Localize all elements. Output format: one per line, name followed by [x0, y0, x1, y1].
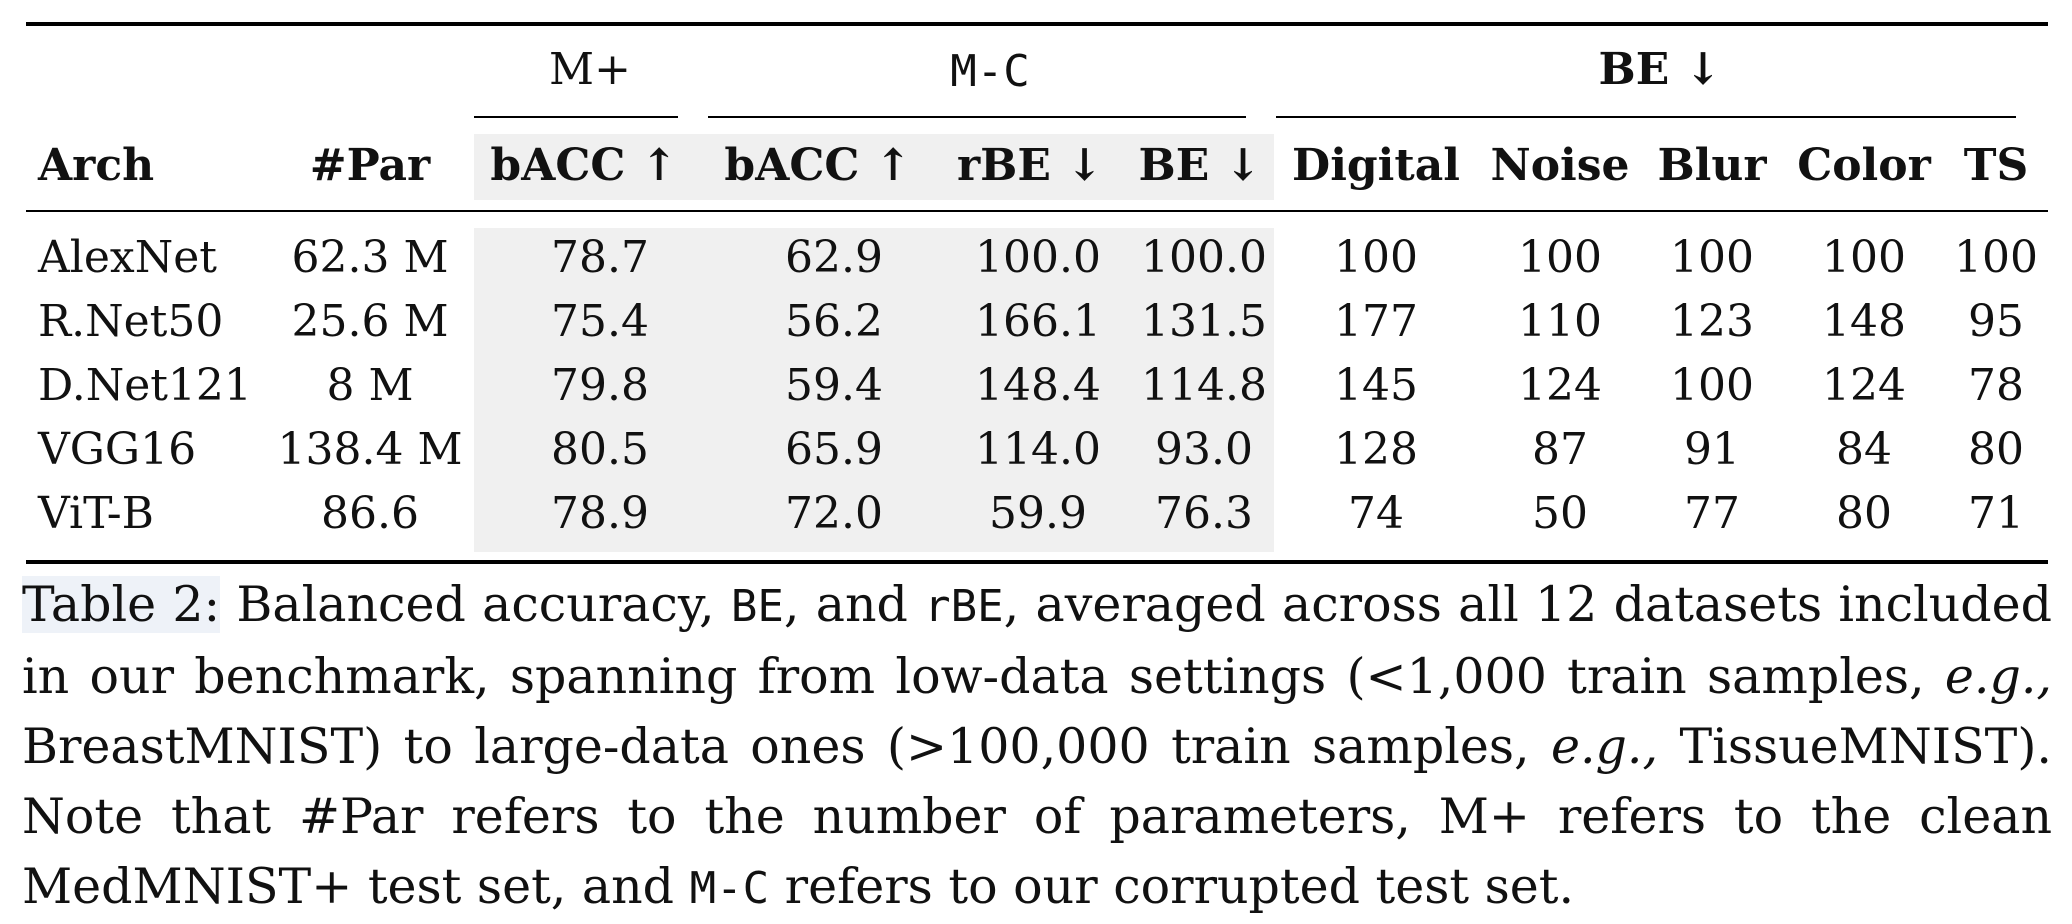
shaded-body-band [474, 228, 1274, 552]
col-header-blur: Blur [1657, 140, 1767, 191]
group-header-be: BE ↓ [1598, 44, 1722, 95]
cell-mplus-bacc: 80.5 [551, 424, 649, 475]
cell-par: 138.4 M [277, 424, 463, 475]
cell-blur: 123 [1670, 296, 1754, 347]
cell-ts: 80 [1968, 424, 2024, 475]
cell-ts: 71 [1968, 488, 2024, 539]
cell-blur: 91 [1684, 424, 1740, 475]
col-header-ts: TS [1963, 140, 2029, 191]
cell-noise: 87 [1532, 424, 1588, 475]
col-header-mplus-bacc: bACC ↑ [490, 140, 678, 191]
cell-rbe: 100.0 [975, 232, 1101, 283]
col-header-color: Color [1797, 140, 1931, 191]
caption-text: BreastMNIST) to large-data ones (>100,00… [22, 718, 1551, 775]
cell-arch: R.Net50 [38, 296, 224, 347]
cell-color: 100 [1822, 232, 1906, 283]
cell-mplus-bacc: 75.4 [551, 296, 649, 347]
caption-text: , averaged across all 12 datasets includ… [22, 576, 2053, 705]
cell-noise: 124 [1518, 360, 1602, 411]
cell-color: 84 [1836, 424, 1892, 475]
cell-ts: 78 [1968, 360, 2024, 411]
cell-arch: AlexNet [38, 232, 217, 283]
caption-text: , and [783, 576, 925, 633]
cell-par: 62.3 M [291, 232, 449, 283]
cell-be: 114.8 [1141, 360, 1267, 411]
cell-color: 80 [1836, 488, 1892, 539]
cell-mc-bacc: 56.2 [785, 296, 883, 347]
bottom-rule [26, 560, 2048, 564]
cell-ts: 100 [1954, 232, 2038, 283]
cell-mc-bacc: 59.4 [785, 360, 883, 411]
col-header-be: BE ↓ [1138, 140, 1262, 191]
cell-arch: D.Net121 [38, 360, 252, 411]
cell-par: 25.6 M [291, 296, 449, 347]
cell-arch: ViT-B [38, 488, 154, 539]
cell-mc-bacc: 62.9 [785, 232, 883, 283]
col-header-mc-bacc: bACC ↑ [724, 140, 912, 191]
cell-mplus-bacc: 78.9 [551, 488, 649, 539]
cell-rbe: 166.1 [975, 296, 1101, 347]
cell-be: 100.0 [1141, 232, 1267, 283]
cmidrule-mc [708, 116, 1246, 118]
cell-noise: 110 [1518, 296, 1602, 347]
cell-ts: 95 [1968, 296, 2024, 347]
cell-digital: 177 [1334, 296, 1418, 347]
cmidrule-mplus [474, 116, 678, 118]
cell-rbe: 114.0 [975, 424, 1101, 475]
col-header-arch: Arch [38, 140, 155, 191]
top-rule [26, 22, 2048, 26]
cell-arch: VGG16 [38, 424, 197, 475]
cell-noise: 100 [1518, 232, 1602, 283]
caption-text: Balanced accuracy, [220, 576, 731, 633]
mid-rule [26, 210, 2048, 212]
col-header-par: #Par [309, 140, 431, 191]
table-caption: Table 2: Balanced accuracy, BE, and rBE,… [22, 570, 2052, 924]
col-header-rbe: rBE ↓ [956, 140, 1104, 191]
cell-blur: 100 [1670, 232, 1754, 283]
cell-par: 86.6 [321, 488, 419, 539]
cell-rbe: 59.9 [989, 488, 1087, 539]
cell-color: 124 [1822, 360, 1906, 411]
cell-digital: 128 [1334, 424, 1418, 475]
caption-eg: e.g., [1944, 648, 2052, 705]
group-header-mc: M-C [950, 46, 1030, 97]
group-header-mplus: M+ [549, 44, 631, 95]
caption-code-mc: M-C [689, 863, 770, 914]
shaded-header-band [474, 134, 1274, 200]
cell-noise: 50 [1532, 488, 1588, 539]
caption-text: TissueMNIST). Note that #Par refers to t… [22, 718, 2053, 915]
col-header-digital: Digital [1292, 140, 1460, 191]
cmidrule-be [1276, 116, 2016, 118]
caption-eg: e.g., [1550, 718, 1659, 775]
cell-blur: 77 [1684, 488, 1740, 539]
caption-code-be: BE [730, 581, 784, 632]
cell-rbe: 148.4 [975, 360, 1101, 411]
cell-be: 93.0 [1155, 424, 1253, 475]
col-header-noise: Noise [1490, 140, 1630, 191]
cell-mplus-bacc: 79.8 [551, 360, 649, 411]
cell-mplus-bacc: 78.7 [551, 232, 649, 283]
caption-text: refers to our corrupted test set. [769, 858, 1575, 915]
cell-digital: 145 [1334, 360, 1418, 411]
cell-be: 131.5 [1141, 296, 1267, 347]
cell-mc-bacc: 72.0 [785, 488, 883, 539]
cell-mc-bacc: 65.9 [785, 424, 883, 475]
cell-digital: 74 [1348, 488, 1404, 539]
cell-blur: 100 [1670, 360, 1754, 411]
cell-be: 76.3 [1155, 488, 1253, 539]
caption-label: Table 2: [22, 576, 221, 633]
cell-par: 8 M [326, 360, 414, 411]
cell-digital: 100 [1334, 232, 1418, 283]
caption-code-rbe: rBE [924, 581, 1004, 632]
cell-color: 148 [1822, 296, 1906, 347]
